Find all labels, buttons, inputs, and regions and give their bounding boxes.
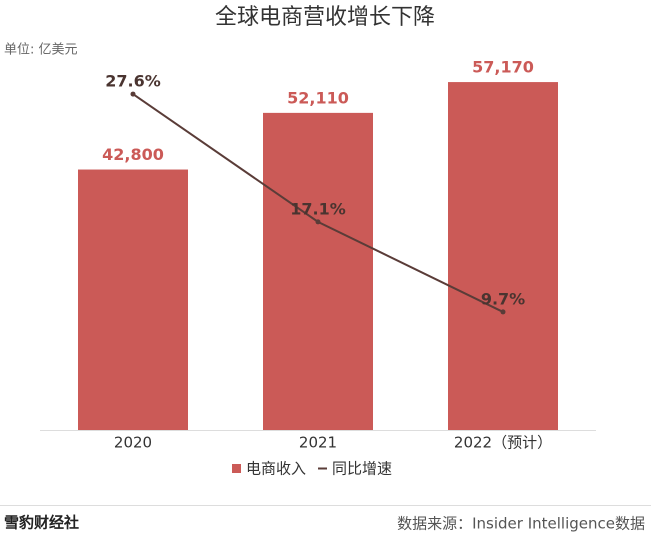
bar-value-label: 42,800	[102, 145, 164, 164]
x-tick-label: 2022（预计）	[454, 434, 552, 452]
bar-value-label: 52,110	[287, 88, 349, 107]
bar-value-label: 57,170	[472, 58, 534, 77]
legend-swatch	[232, 464, 241, 473]
bar	[448, 82, 558, 430]
line-value-label: 17.1%	[290, 199, 346, 218]
line-point	[500, 309, 506, 315]
source: 数据来源：Insider Intelligence数据	[397, 515, 645, 533]
line-value-label: 27.6%	[105, 72, 161, 91]
bar	[78, 169, 188, 430]
legend-label: 电商收入	[246, 460, 306, 478]
chart-title: 全球电商营收增长下降	[215, 5, 435, 30]
line-point	[315, 219, 321, 225]
x-tick-label: 2021	[299, 434, 337, 452]
line-point	[130, 91, 136, 97]
legend-label: 同比增速	[332, 460, 392, 478]
unit-label: 单位: 亿美元	[4, 43, 78, 58]
x-tick-label: 2020	[114, 434, 152, 452]
bar	[263, 112, 373, 431]
logo: 雪豹财经社	[4, 513, 79, 531]
line-value-label: 9.7%	[481, 289, 525, 308]
